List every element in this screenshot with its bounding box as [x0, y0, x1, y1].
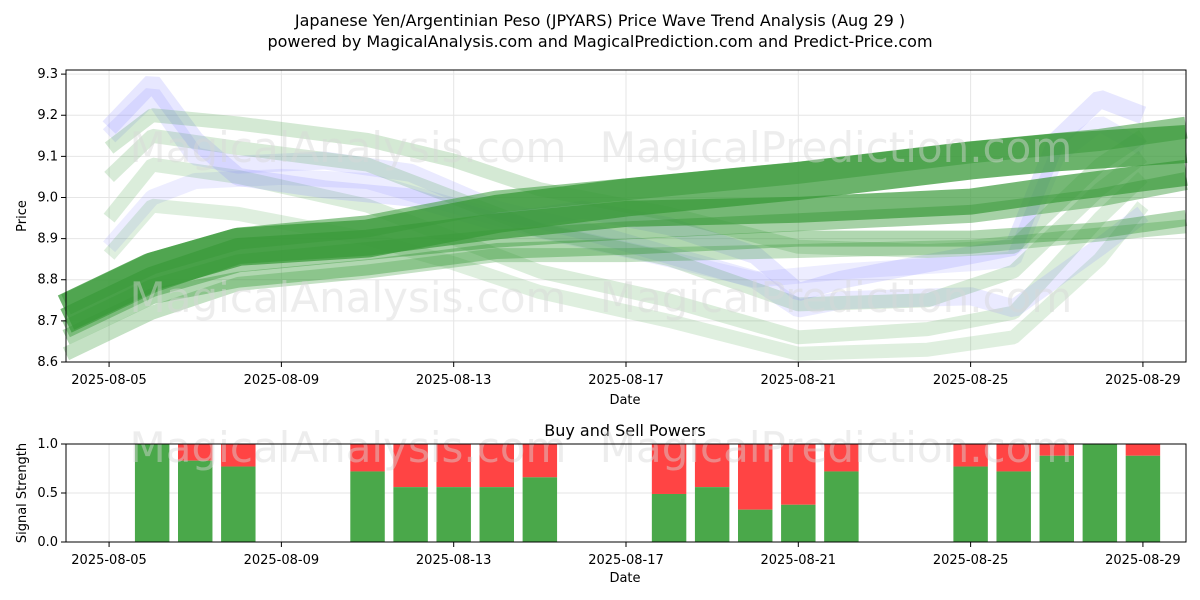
sell-bar-2025-08-26 [996, 444, 1031, 472]
bottom-y-tick-label: 1.0 [37, 437, 58, 452]
blue-wave-band-11 [102, 88, 1149, 318]
bottom-x-tick-label: 2025-08-25 [933, 553, 1009, 568]
sell-bar-2025-08-29 [1125, 444, 1161, 456]
bottom-y-tick-label: 0.0 [37, 535, 58, 550]
top-ticks: 2025-08-05 2025-08-09 2025-08-13 2025-08-17… [37, 67, 1180, 388]
bottom-x-tick-label: 2025-08-17 [588, 553, 664, 568]
buy-bar-2025-08-29 [1125, 455, 1161, 542]
sell-bar-2025-08-20 [738, 444, 773, 510]
sell-bar-2025-08-13 [436, 444, 471, 488]
green-wave-band-8 [103, 157, 1148, 345]
buy-bar-2025-08-08 [221, 466, 256, 542]
watermark-prediction-mid: MagicalPrediction.com [600, 273, 1073, 322]
top-x-tick-label: 2025-08-25 [933, 373, 1009, 388]
buy-bar-2025-08-11 [350, 471, 385, 542]
sell-bar-2025-08-08 [221, 444, 256, 467]
sell-bar-2025-08-14 [479, 444, 514, 488]
bottom-x-axis-label: Date [609, 571, 640, 586]
watermark-prediction-bottom: MagicalPrediction.com [600, 423, 1073, 472]
figure-title: Japanese Yen/Argentinian Peso (JPYARS) P… [294, 11, 905, 30]
sell-bar-2025-08-12 [393, 444, 428, 488]
top-x-tick-label: 2025-08-29 [1105, 373, 1181, 388]
bottom-x-tick-label: 2025-08-13 [416, 553, 492, 568]
bottom-chart-title: Buy and Sell Powers [544, 421, 706, 440]
buy-bar-2025-08-18 [651, 493, 687, 542]
green-wave-band-4 [62, 210, 1188, 345]
bottom-y-axis-label: Signal Strength [15, 443, 30, 543]
top-x-tick-label: 2025-08-17 [588, 373, 664, 388]
signal-bars [134, 444, 1161, 542]
price-wave-chart: MagicalAnalysis.com MagicalPrediction.co… [15, 67, 1188, 408]
buy-bar-2025-08-06 [134, 444, 170, 542]
watermark-analysis-mid: MagicalAnalysis.com [130, 273, 567, 322]
top-y-tick-label: 9.0 [37, 190, 58, 205]
watermark-analysis-top: MagicalAnalysis.com [130, 123, 567, 172]
top-y-axis-label: Price [15, 200, 30, 232]
sell-bar-2025-08-18 [651, 444, 687, 494]
sell-bar-2025-08-22 [824, 444, 859, 472]
buy-bar-2025-08-19 [694, 487, 730, 542]
buy-bar-2025-08-25 [953, 466, 988, 542]
top-y-tick-label: 8.7 [37, 314, 58, 329]
wave-bands [57, 76, 1188, 361]
sell-bar-2025-08-15 [522, 444, 558, 478]
top-y-tick-label: 9.1 [37, 149, 58, 164]
top-x-tick-label: 2025-08-13 [416, 373, 492, 388]
buy-bar-2025-08-20 [738, 509, 773, 542]
top-y-tick-label: 9.2 [37, 108, 58, 123]
green-wave-band-7 [104, 128, 1148, 312]
top-y-tick-label: 8.6 [37, 355, 58, 370]
bottom-x-tick-label: 2025-08-09 [244, 553, 320, 568]
top-y-tick-label: 8.8 [37, 273, 58, 288]
buy-bar-2025-08-07 [178, 460, 213, 542]
sell-bar-2025-08-21 [781, 444, 816, 505]
buy-bar-2025-08-14 [479, 487, 514, 542]
top-x-axis-label: Date [609, 393, 640, 408]
blue-wave-band-10 [102, 76, 1147, 301]
green-wave-band-5 [62, 219, 1187, 361]
sell-bar-2025-08-07 [178, 444, 213, 461]
sell-bar-2025-08-27 [1039, 444, 1074, 456]
bottom-x-tick-label: 2025-08-05 [71, 553, 147, 568]
figure-subtitle: powered by MagicalAnalysis.com and Magic… [267, 32, 932, 51]
top-x-tick-label: 2025-08-05 [71, 373, 147, 388]
green-wave-band-0 [57, 125, 1188, 330]
buy-bar-2025-08-22 [824, 471, 859, 542]
buy-bar-2025-08-26 [996, 471, 1031, 542]
top-y-tick-label: 9.3 [37, 67, 58, 82]
sell-bar-2025-08-25 [953, 444, 988, 467]
buy-bar-2025-08-28 [1082, 444, 1118, 542]
buy-bar-2025-08-21 [781, 504, 816, 542]
buy-bar-2025-08-15 [522, 477, 558, 542]
bottom-x-tick-label: 2025-08-21 [761, 553, 837, 568]
buy-bar-2025-08-12 [393, 487, 428, 542]
buy-bar-2025-08-13 [436, 487, 471, 542]
bottom-ticks: 2025-08-05 2025-08-09 2025-08-13 2025-08-17… [37, 437, 1180, 568]
top-x-tick-label: 2025-08-09 [244, 373, 320, 388]
buy-bar-2025-08-27 [1039, 455, 1074, 542]
watermark-prediction-top: MagicalPrediction.com [600, 123, 1073, 172]
buy-sell-powers-chart: Buy and Sell Powers MagicalAnalysis.com … [15, 421, 1187, 586]
green-wave-band-9 [103, 198, 1149, 361]
bottom-x-tick-label: 2025-08-29 [1105, 553, 1181, 568]
bottom-y-tick-label: 0.5 [37, 486, 58, 501]
sell-bar-2025-08-11 [350, 444, 385, 472]
watermark-analysis-bottom: MagicalAnalysis.com [130, 423, 567, 472]
top-y-tick-label: 8.9 [37, 232, 58, 247]
top-x-tick-label: 2025-08-21 [761, 373, 837, 388]
sell-bar-2025-08-19 [694, 444, 730, 488]
